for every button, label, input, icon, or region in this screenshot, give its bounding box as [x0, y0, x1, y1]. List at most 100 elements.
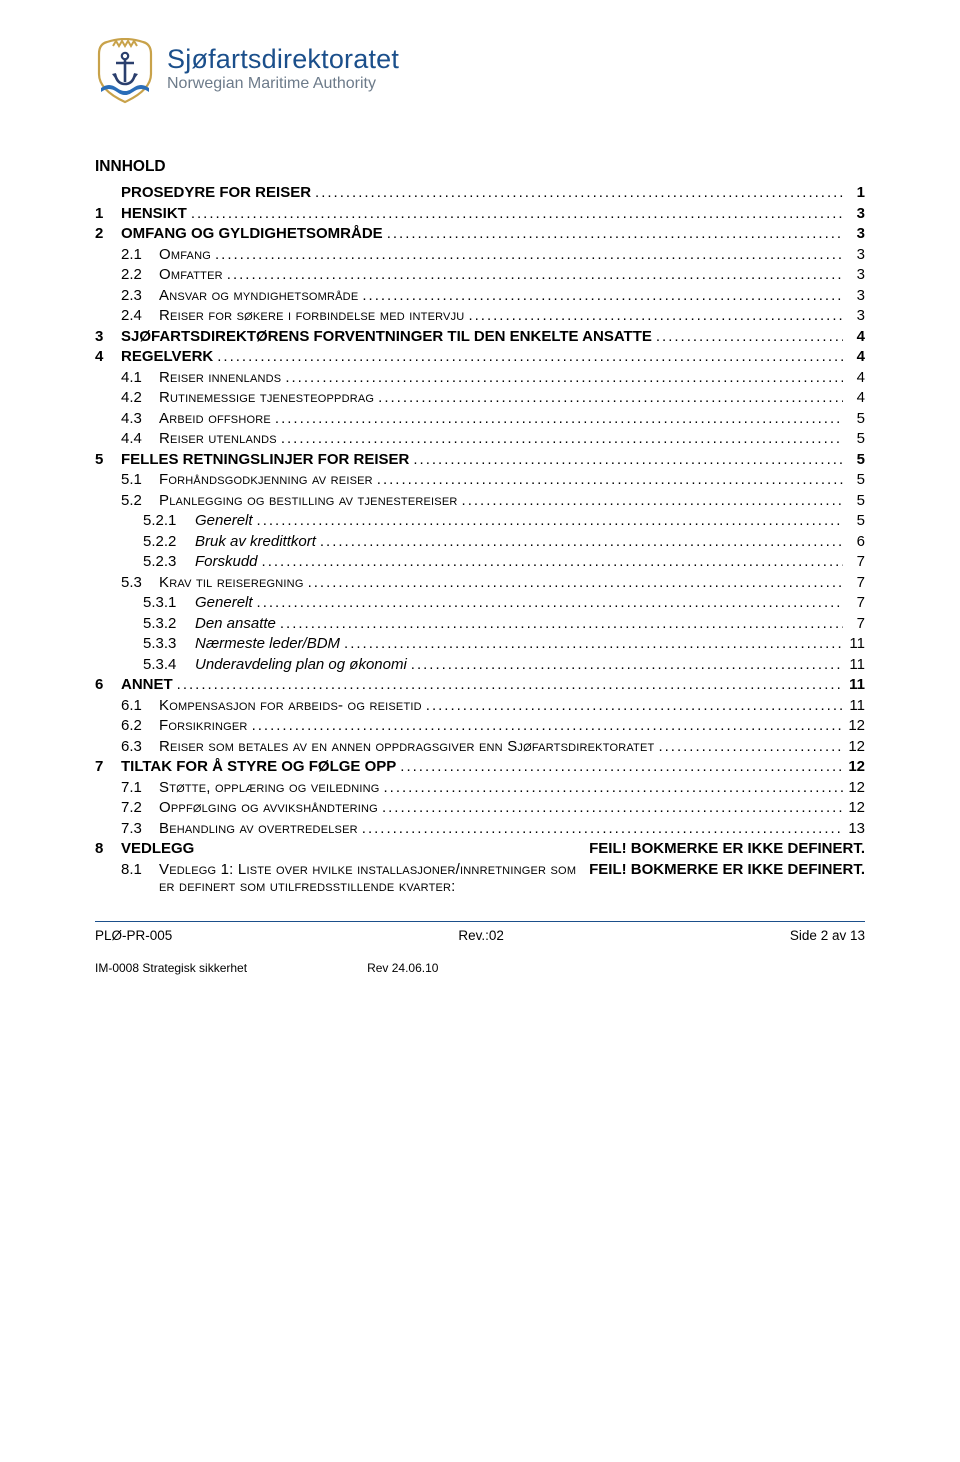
toc-entry: 2.1Omfang3	[95, 246, 865, 263]
toc-page: FEIL! BOKMERKE ER IKKE DEFINERT.	[585, 840, 865, 857]
footer-sub-left: IM-0008 Strategisk sikkerhet	[95, 961, 247, 975]
toc-entry: 5.3.1Generelt7	[95, 594, 865, 611]
toc-page: 12	[843, 717, 865, 734]
toc-entry: 5.2.2Bruk av kredittkort6	[95, 533, 865, 550]
toc-leader-dots	[177, 676, 843, 693]
toc-leader-dots	[362, 820, 843, 837]
toc-label: FELLES RETNINGSLINJER FOR REISER	[121, 451, 413, 468]
toc-label: Generelt	[195, 512, 257, 529]
toc-label: Vedlegg 1: Liste over hvilke installasjo…	[159, 861, 585, 895]
toc-leader-dots	[362, 287, 843, 304]
toc-page: 11	[843, 676, 865, 693]
toc-label: Reiser utenlands	[159, 430, 281, 447]
toc-entry: 6.1Kompensasjon for arbeids- og reisetid…	[95, 697, 865, 714]
toc-page: 4	[843, 369, 865, 386]
toc-page: 5	[843, 430, 865, 447]
org-name-secondary: Norwegian Maritime Authority	[167, 75, 399, 93]
toc-page: 6	[843, 533, 865, 550]
document-page: Sjøfartsdirektoratet Norwegian Maritime …	[0, 0, 960, 1005]
toc-entry: 7.1Støtte, opplæring og veiledning12	[95, 779, 865, 796]
toc-leader-dots	[658, 738, 843, 755]
toc-label: REGELVERK	[121, 348, 217, 365]
toc-number: 8.1	[121, 861, 159, 878]
toc-leader-dots	[378, 389, 843, 406]
toc-page: 3	[843, 287, 865, 304]
toc-page: 3	[843, 246, 865, 263]
toc-entry: 7.2Oppfølging og avvikshåndtering12	[95, 799, 865, 816]
toc-entry: 2OMFANG OG GYLDIGHETSOMRÅDE3	[95, 225, 865, 242]
toc-leader-dots	[275, 410, 843, 427]
toc-entry: 4REGELVERK4	[95, 348, 865, 365]
toc-number: 5.3.2	[143, 615, 195, 632]
toc-leader-dots	[217, 348, 843, 365]
toc-leader-dots	[281, 430, 843, 447]
toc-number: 7.2	[121, 799, 159, 816]
toc-number: 2.2	[121, 266, 159, 283]
toc-leader-dots	[384, 779, 843, 796]
toc-label: Planlegging og bestilling av tjenesterei…	[159, 492, 462, 509]
toc-entry: 8VEDLEGG FEIL! BOKMERKE ER IKKE DEFINERT.	[95, 840, 865, 857]
toc-label: Forhåndsgodkjenning av reiser	[159, 471, 377, 488]
toc-entry: 4.4Reiser utenlands5	[95, 430, 865, 447]
footer-rule	[95, 921, 865, 922]
toc-page: 3	[843, 225, 865, 242]
toc-leader-dots	[411, 656, 843, 673]
toc-label: Oppfølging og avvikshåndtering	[159, 799, 382, 816]
toc-title: INNHOLD	[95, 158, 865, 176]
toc-label: Den ansatte	[195, 615, 280, 632]
toc-leader-dots	[320, 533, 843, 550]
toc-label: Generelt	[195, 594, 257, 611]
toc-number: 5.1	[121, 471, 159, 488]
org-name-block: Sjøfartsdirektoratet Norwegian Maritime …	[167, 38, 399, 93]
toc-entry: 6.3Reiser som betales av en annen oppdra…	[95, 738, 865, 755]
toc-label: PROSEDYRE FOR REISER	[121, 184, 315, 201]
toc-entry: 5.2Planlegging og bestilling av tjeneste…	[95, 492, 865, 509]
toc-label: Bruk av kredittkort	[195, 533, 320, 550]
toc-number: 2.1	[121, 246, 159, 263]
toc-label: Ansvar og myndighetsområde	[159, 287, 362, 304]
toc-entry: 2.2Omfatter3	[95, 266, 865, 283]
toc-label: Støtte, opplæring og veiledning	[159, 779, 384, 796]
toc-number: 6.2	[121, 717, 159, 734]
toc-entry: 5.2.1Generelt5	[95, 512, 865, 529]
toc-entry: 7TILTAK FOR Å STYRE OG FØLGE OPP12	[95, 758, 865, 775]
toc-label: VEDLEGG	[121, 840, 198, 857]
toc-number: 5.3.4	[143, 656, 195, 673]
toc-number: 8	[95, 840, 121, 857]
toc-leader-dots	[285, 369, 843, 386]
toc-number: 2	[95, 225, 121, 242]
toc-label: Reiser som betales av en annen oppdragsg…	[159, 738, 658, 755]
toc-number: 7.1	[121, 779, 159, 796]
toc-number: 4.1	[121, 369, 159, 386]
toc-number: 5.3	[121, 574, 159, 591]
toc-entry: 8.1Vedlegg 1: Liste over hvilke installa…	[95, 861, 865, 895]
toc-leader-dots	[400, 758, 843, 775]
toc-number: 5	[95, 451, 121, 468]
toc-leader-dots	[413, 451, 843, 468]
toc-leader-dots	[387, 225, 843, 242]
toc-page: FEIL! BOKMERKE ER IKKE DEFINERT.	[585, 861, 865, 878]
toc-entry: 6ANNET 11	[95, 676, 865, 693]
toc-label: Underavdeling plan og økonomi	[195, 656, 411, 673]
toc-page: 3	[843, 307, 865, 324]
toc-page: 3	[843, 205, 865, 222]
toc-number: 5.2.1	[143, 512, 195, 529]
toc-number: 6	[95, 676, 121, 693]
footer-revision: Rev.:02	[458, 928, 504, 943]
toc-page: 5	[843, 471, 865, 488]
toc-leader-dots	[252, 717, 843, 734]
toc-number: 5.2.3	[143, 553, 195, 570]
toc-page: 5	[843, 451, 865, 468]
page-header: Sjøfartsdirektoratet Norwegian Maritime …	[95, 38, 865, 104]
toc-leader-dots	[344, 635, 843, 652]
toc-entry: 7.3Behandling av overtredelser13	[95, 820, 865, 837]
toc-leader-dots	[426, 697, 843, 714]
toc-label: Behandling av overtredelser	[159, 820, 362, 837]
org-name-primary: Sjøfartsdirektoratet	[167, 44, 399, 75]
toc-page: 5	[843, 492, 865, 509]
toc-entry: PROSEDYRE FOR REISER1	[95, 184, 865, 201]
toc-label: ANNET	[121, 676, 177, 693]
toc-leader-dots	[656, 328, 843, 345]
toc-leader-dots	[377, 471, 843, 488]
toc-number: 3	[95, 328, 121, 345]
